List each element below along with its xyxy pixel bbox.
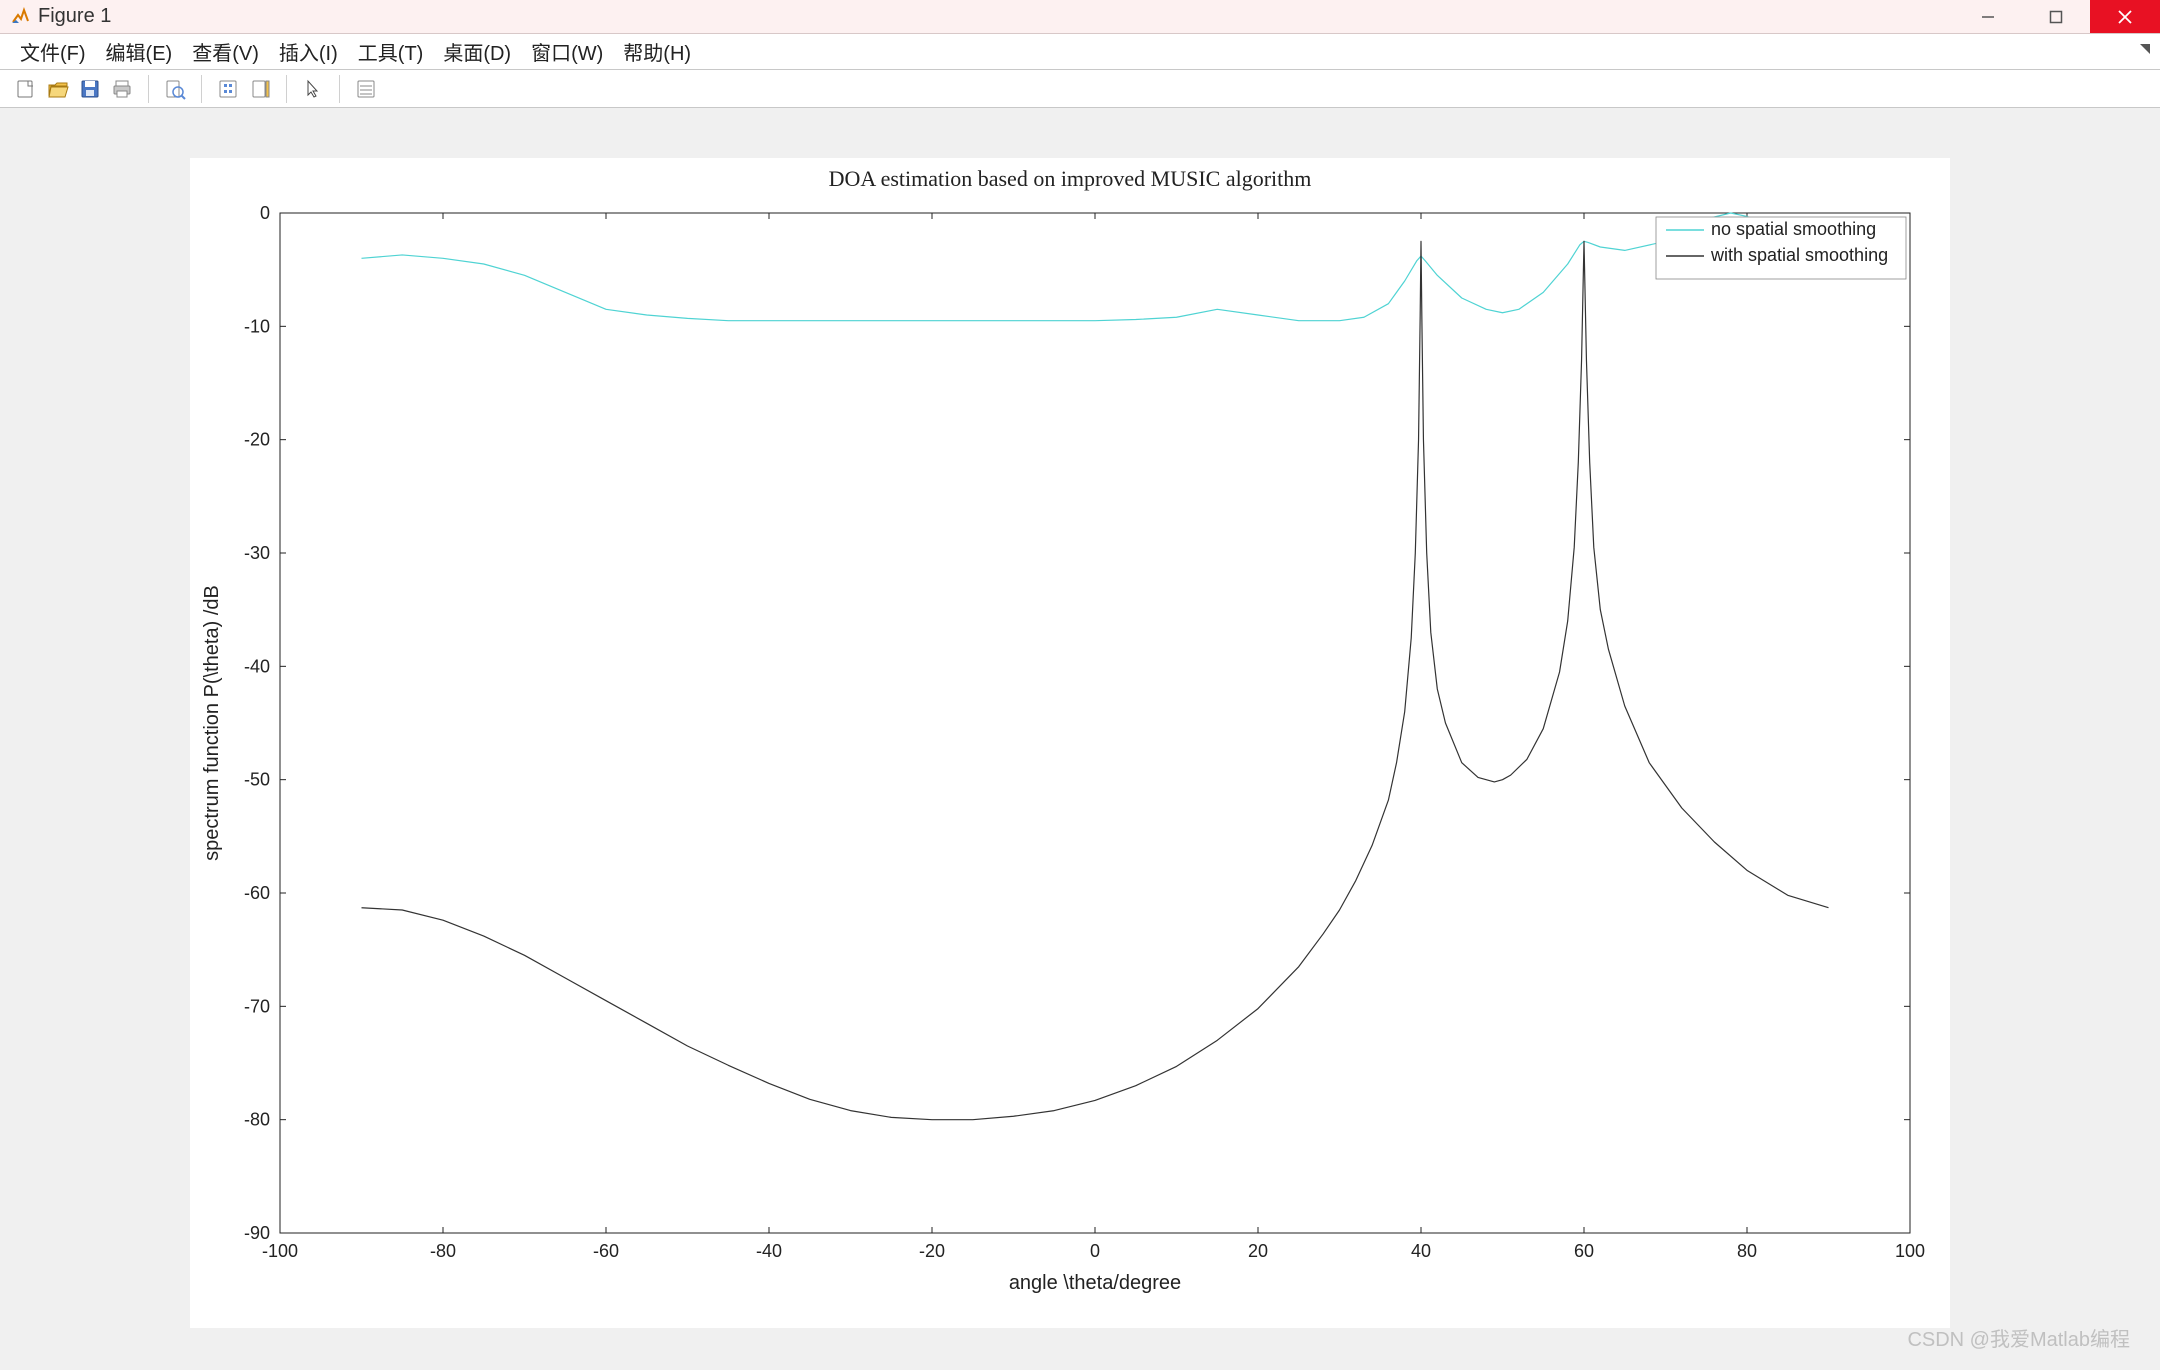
toolbar-separator [286,75,287,103]
menu-tools[interactable]: 工具(T) [348,37,434,66]
xtick-label: 0 [1090,1241,1100,1261]
toolbar-separator [201,75,202,103]
ytick-label: -30 [244,543,270,563]
new-figure-button[interactable] [11,74,41,104]
xtick-label: 40 [1411,1241,1431,1261]
xtick-label: 20 [1248,1241,1268,1261]
link-data-button[interactable] [213,74,243,104]
close-button[interactable] [2090,0,2160,33]
xtick-label: -40 [756,1241,782,1261]
insert-colorbar-button[interactable] [245,74,275,104]
xtick-label: -100 [262,1241,298,1261]
xtick-label: 60 [1574,1241,1594,1261]
legend-label: with spatial smoothing [1710,245,1888,265]
menu-desktop[interactable]: 桌面(D) [433,37,521,66]
toolbar-separator [339,75,340,103]
menu-help[interactable]: 帮助(H) [613,37,701,66]
xtick-label: -20 [919,1241,945,1261]
chart-title: DOA estimation based on improved MUSIC a… [829,166,1312,191]
watermark: CSDN @我爱Matlab编程 [1907,1323,2130,1352]
xtick-label: -80 [430,1241,456,1261]
ytick-label: -20 [244,430,270,450]
menubar: 文件(F) 编辑(E) 查看(V) 插入(I) 工具(T) 桌面(D) 窗口(W… [0,34,2160,70]
ytick-label: -50 [244,770,270,790]
menu-edit[interactable]: 编辑(E) [96,37,183,66]
xtick-label: 100 [1895,1241,1925,1261]
xlabel: angle \theta/degree [1009,1272,1181,1294]
figure-area: DOA estimation based on improved MUSIC a… [0,108,2160,1370]
xtick-label: -60 [593,1241,619,1261]
window-title: Figure 1 [38,5,111,28]
minimize-button[interactable] [1954,0,2022,33]
brush-button[interactable] [351,74,381,104]
ytick-label: -60 [244,883,270,903]
legend-label: no spatial smoothing [1711,219,1876,239]
ytick-label: -70 [244,996,270,1016]
menu-file[interactable]: 文件(F) [10,37,96,66]
maximize-button[interactable] [2022,0,2090,33]
ytick-label: -40 [244,656,270,676]
open-button[interactable] [43,74,73,104]
ytick-label: -90 [244,1223,270,1243]
menu-window[interactable]: 窗口(W) [521,37,613,66]
ylabel: spectrum function P(\theta) /dB [201,585,223,861]
menubar-corner-icon [2140,44,2150,54]
chart-canvas: DOA estimation based on improved MUSIC a… [190,158,1950,1328]
titlebar: Figure 1 [0,0,2160,34]
xtick-label: 80 [1737,1241,1757,1261]
print-button[interactable] [107,74,137,104]
pointer-button[interactable] [298,74,328,104]
menu-view[interactable]: 查看(V) [182,37,269,66]
matlab-logo-icon [10,7,30,27]
save-button[interactable] [75,74,105,104]
ytick-label: -80 [244,1110,270,1130]
toolbar [0,70,2160,108]
menu-insert[interactable]: 插入(I) [269,37,348,66]
toolbar-separator [148,75,149,103]
print-preview-button[interactable] [160,74,190,104]
ytick-label: 0 [260,203,270,223]
ytick-label: -10 [244,316,270,336]
axes-box [280,213,1910,1233]
